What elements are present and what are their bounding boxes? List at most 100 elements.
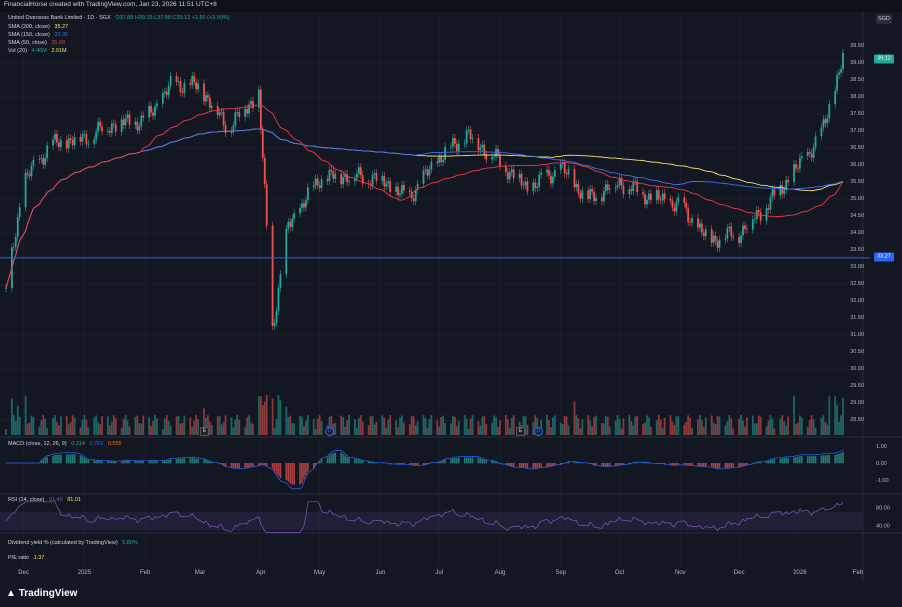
candle-body (479, 147, 482, 151)
volume-bar (812, 419, 815, 435)
macd-histogram-bar (567, 461, 570, 464)
candle-body (424, 169, 427, 171)
volume-bar (348, 415, 350, 435)
volume-bar (342, 417, 345, 435)
candle-body (600, 197, 603, 202)
candle-body (477, 138, 480, 151)
macd-histogram-bar (595, 463, 597, 466)
candle-body (71, 139, 74, 146)
dividend-marker[interactable]: D (325, 427, 334, 436)
macd-histogram-bar (510, 463, 513, 467)
candle-body (471, 138, 474, 139)
macd-histogram-bar (554, 463, 556, 466)
volume-bar (128, 426, 131, 435)
candle-body (812, 147, 815, 158)
legend-dividend[interactable]: Dividend yield % (calculated by TradingV… (8, 540, 138, 546)
candle-body (499, 154, 501, 166)
legend-rsi[interactable]: RSI (14, close) 91.40 81.01 (8, 497, 81, 503)
price-tick: 31.00 (850, 332, 864, 338)
legend-macd[interactable]: MACD (close, 12, 26, 9) 0.314 0.769 0.55… (8, 441, 122, 447)
time-tick: Nov (674, 570, 686, 576)
candle-body (453, 138, 456, 144)
price-tick: 37.50 (850, 111, 864, 117)
volume-bar (291, 423, 294, 435)
volume-bar (301, 416, 303, 435)
earnings-marker[interactable]: E (516, 427, 525, 436)
macd-histogram-bar (46, 456, 48, 464)
candle-body (289, 222, 292, 228)
volume-bar (773, 428, 776, 435)
volume-bar (85, 419, 88, 435)
macd-histogram-bar (824, 455, 827, 464)
volume-bar (563, 415, 566, 435)
legend-sma150[interactable]: SMA (150, close) 35.35 (8, 32, 68, 38)
macd-histogram-bar (169, 459, 172, 464)
legend-sma50[interactable]: SMA (50, close) 35.08 (8, 40, 65, 46)
volume-bar (771, 418, 774, 435)
volume-bar (28, 422, 31, 435)
candle-body (591, 189, 593, 192)
macd-histogram-bar (467, 457, 470, 464)
volume-bar (357, 417, 360, 435)
macd-histogram-bar (148, 461, 150, 464)
legend-pe[interactable]: P/E ratio 1.37 (8, 555, 44, 561)
candle-body (677, 197, 680, 202)
sma150-value: 35.35 (54, 32, 69, 38)
dividend-marker[interactable]: D (534, 427, 543, 436)
candle-body (561, 163, 564, 164)
volume-bar (154, 415, 156, 435)
legend-sma200[interactable]: SMA (200, close) 35.27 (8, 24, 68, 30)
volume-bar (600, 423, 603, 435)
rsi-tick: 40.00 (876, 524, 890, 530)
volume-bar (479, 425, 482, 435)
volume-bar (728, 415, 731, 435)
candle-body (154, 106, 156, 116)
candle-body (287, 222, 290, 229)
volume-bar (81, 419, 84, 435)
tradingview-logo[interactable]: ▲ TradingView (6, 588, 77, 599)
candle-body (675, 201, 678, 212)
volume-bar (669, 415, 672, 435)
macd-histogram-bar (507, 463, 509, 466)
candle-body (455, 143, 458, 151)
price-tick: 30.00 (850, 366, 864, 372)
candle-body (550, 175, 552, 184)
volume-bar (642, 423, 644, 435)
macd-histogram-bar (230, 463, 233, 468)
volume-bar (40, 420, 43, 435)
macd-histogram-bar (293, 463, 295, 485)
volume-bar (193, 420, 196, 435)
candle-body (683, 197, 686, 203)
volume-bar (422, 415, 425, 435)
legend-vol[interactable]: Vol (20) 4.46M 2.91M (8, 48, 67, 54)
price-tick: 39.50 (850, 43, 864, 49)
macd-histogram-bar (738, 463, 740, 467)
volume-bar (167, 420, 170, 435)
candle-body (344, 174, 347, 178)
volume-bar (156, 418, 158, 435)
volume-bar (334, 422, 337, 435)
macd-histogram-bar (724, 463, 727, 469)
dividend-label: Dividend yield % (calculated by TradingV… (8, 540, 118, 546)
macd-histogram-bar (85, 458, 88, 464)
time-tick: Feb (140, 570, 151, 576)
currency-badge[interactable]: SGD (876, 14, 892, 24)
volume-bar (561, 424, 564, 435)
candle-body (536, 186, 539, 189)
macd-histogram-bar (348, 457, 350, 464)
price-tick: 36.00 (850, 162, 864, 168)
candle-body (40, 158, 43, 159)
volume-bar (195, 415, 198, 435)
earnings-marker[interactable]: E (200, 427, 209, 436)
macd-histogram-bar (285, 463, 288, 480)
volume-bar (808, 419, 811, 435)
macd-histogram-bar (591, 463, 593, 465)
macd-histogram-bar (209, 461, 211, 464)
macd-histogram-bar (203, 459, 205, 464)
macd-histogram-bar (452, 458, 454, 464)
candle-body (512, 169, 515, 179)
candle-body (604, 184, 607, 192)
candle-body (422, 170, 425, 184)
candle-body (504, 165, 507, 172)
